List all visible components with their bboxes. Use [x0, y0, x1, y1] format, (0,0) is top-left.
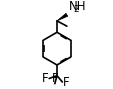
Text: F: F [63, 76, 69, 89]
Text: 2: 2 [73, 5, 78, 14]
Text: NH: NH [68, 0, 86, 13]
Text: F: F [41, 72, 48, 85]
Polygon shape [56, 13, 67, 21]
Text: F: F [51, 72, 58, 85]
